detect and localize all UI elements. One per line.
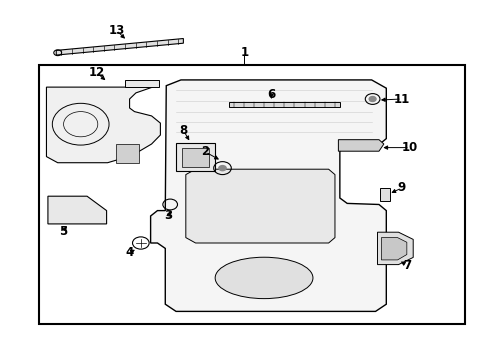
Polygon shape [46,87,160,163]
Text: 3: 3 [164,209,172,222]
Polygon shape [381,238,406,260]
Polygon shape [377,232,412,265]
Polygon shape [380,188,389,201]
Text: 4: 4 [125,246,133,259]
Text: 9: 9 [397,181,405,194]
Polygon shape [48,196,106,224]
Text: 10: 10 [401,141,417,154]
Polygon shape [176,143,215,171]
Text: 6: 6 [267,88,275,101]
Circle shape [218,165,226,171]
Text: 2: 2 [201,145,209,158]
Ellipse shape [215,257,312,299]
Text: 5: 5 [60,225,67,238]
Text: 8: 8 [179,124,187,137]
Text: 13: 13 [108,24,124,37]
Circle shape [368,96,375,102]
Polygon shape [150,80,386,311]
Text: 7: 7 [402,259,410,272]
Polygon shape [182,148,209,167]
Polygon shape [338,140,383,151]
Polygon shape [116,144,139,163]
Polygon shape [185,169,334,243]
Polygon shape [124,80,159,87]
Polygon shape [56,39,183,55]
Text: 11: 11 [393,93,409,105]
Text: 12: 12 [88,66,105,79]
Text: 1: 1 [240,46,248,59]
Bar [39,65,464,324]
Polygon shape [228,102,339,107]
